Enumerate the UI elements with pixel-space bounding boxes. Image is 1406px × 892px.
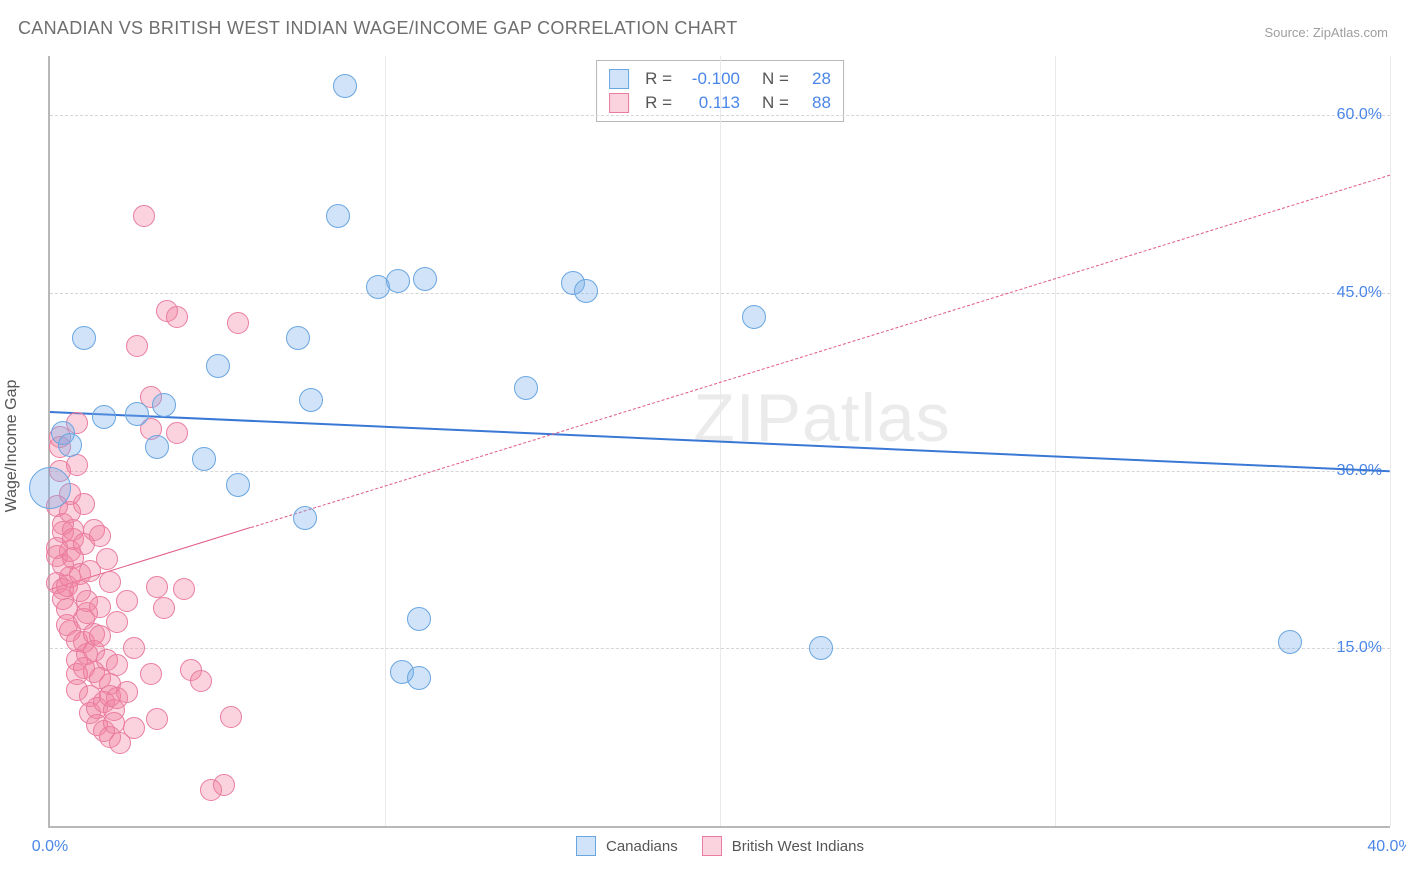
- x-tick-label: 0.0%: [32, 838, 68, 856]
- bwi-point: [166, 422, 188, 444]
- legend-swatch: [702, 836, 722, 856]
- bwi-point: [146, 708, 168, 730]
- bwi-point: [153, 597, 175, 619]
- bwi-point: [66, 454, 88, 476]
- bwi-point: [116, 590, 138, 612]
- bwi-point: [126, 335, 148, 357]
- bwi-point: [96, 548, 118, 570]
- stat-r-value: -0.100: [684, 67, 740, 91]
- canadians-point: [386, 269, 410, 293]
- canadians-point: [192, 447, 216, 471]
- gridline-v: [1055, 56, 1056, 826]
- legend-item: Canadians: [576, 836, 678, 856]
- canadians-point: [809, 636, 833, 660]
- legend-swatch: [576, 836, 596, 856]
- canadians-point: [206, 354, 230, 378]
- legend-swatch: [609, 93, 629, 113]
- canadians-point: [514, 376, 538, 400]
- bwi-point: [166, 306, 188, 328]
- bwi-point: [213, 774, 235, 796]
- canadians-point: [226, 473, 250, 497]
- legend-item: British West Indians: [702, 836, 864, 856]
- stat-r-label: R =: [641, 91, 676, 115]
- canadians-point: [286, 326, 310, 350]
- canadians-point: [1278, 630, 1302, 654]
- canadians-point: [152, 393, 176, 417]
- stat-n-label: N =: [748, 91, 793, 115]
- bwi-point: [140, 663, 162, 685]
- canadians-point: [29, 467, 71, 509]
- bwi-point: [133, 205, 155, 227]
- stat-n-value: 88: [801, 91, 831, 115]
- canadians-point: [407, 666, 431, 690]
- legend-label: British West Indians: [732, 838, 864, 855]
- legend-label: Canadians: [606, 838, 678, 855]
- canadians-point: [72, 326, 96, 350]
- bwi-point: [106, 611, 128, 633]
- x-tick-label: 40.0%: [1367, 838, 1406, 856]
- bwi-point: [99, 571, 121, 593]
- y-tick-label: 60.0%: [1337, 106, 1382, 124]
- bwi-point: [220, 706, 242, 728]
- canadians-point: [574, 279, 598, 303]
- stat-n-label: N =: [748, 67, 793, 91]
- chart-title: CANADIAN VS BRITISH WEST INDIAN WAGE/INC…: [18, 18, 738, 39]
- y-axis-label: Wage/Income Gap: [3, 380, 21, 513]
- scatter-plot: ZIPatlas R =-0.100N =28R =0.113N =88 Can…: [48, 56, 1390, 828]
- stat-r-label: R =: [641, 67, 676, 91]
- bwi-point: [146, 576, 168, 598]
- canadians-point: [407, 607, 431, 631]
- canadians-point: [742, 305, 766, 329]
- legend-swatch: [609, 69, 629, 89]
- trend-line: [251, 174, 1390, 527]
- y-tick-label: 15.0%: [1337, 639, 1382, 657]
- legend-bottom: Canadians British West Indians: [50, 836, 1390, 856]
- canadians-point: [293, 506, 317, 530]
- bwi-point: [227, 312, 249, 334]
- stat-n-value: 28: [801, 67, 831, 91]
- bwi-point: [173, 578, 195, 600]
- gridline-v: [385, 56, 386, 826]
- canadians-point: [58, 433, 82, 457]
- source-label: Source: ZipAtlas.com: [1264, 25, 1388, 40]
- stat-r-value: 0.113: [684, 91, 740, 115]
- bwi-point: [116, 681, 138, 703]
- bwi-point: [73, 493, 95, 515]
- canadians-point: [299, 388, 323, 412]
- bwi-point: [123, 637, 145, 659]
- canadians-point: [92, 405, 116, 429]
- canadians-point: [145, 435, 169, 459]
- bwi-point: [106, 654, 128, 676]
- bwi-point: [89, 525, 111, 547]
- gridline-v: [1390, 56, 1391, 826]
- canadians-point: [333, 74, 357, 98]
- canadians-point: [413, 267, 437, 291]
- canadians-point: [326, 204, 350, 228]
- canadians-point: [125, 402, 149, 426]
- bwi-point: [190, 670, 212, 692]
- bwi-point: [123, 717, 145, 739]
- y-tick-label: 45.0%: [1337, 284, 1382, 302]
